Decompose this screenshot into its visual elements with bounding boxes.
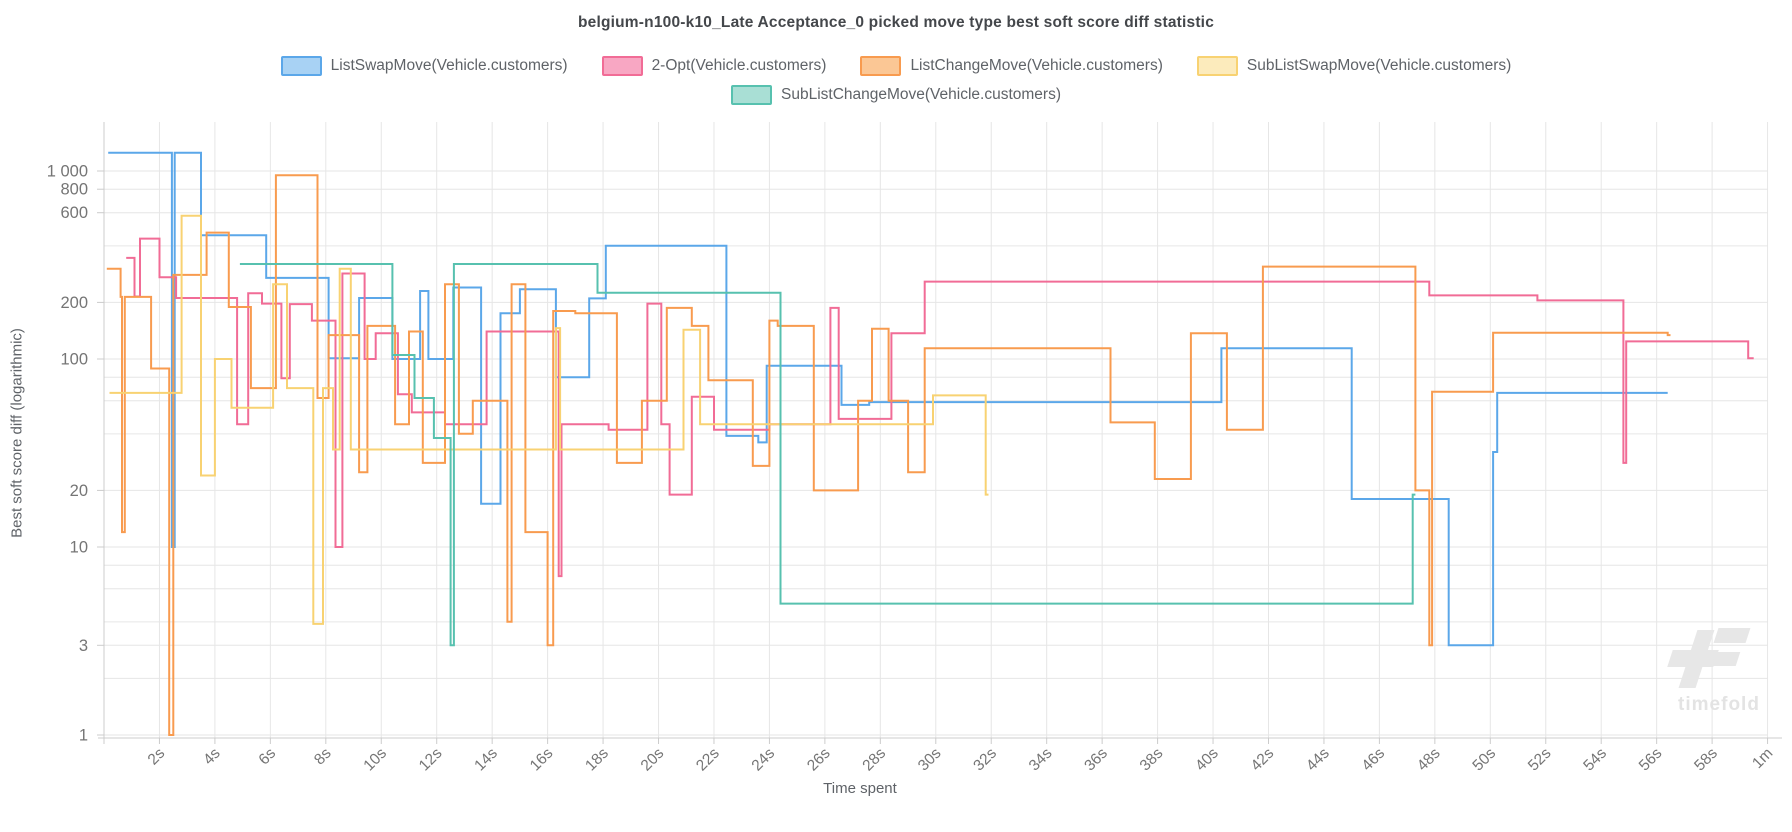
svg-text:30s: 30s (915, 745, 945, 775)
legend-swatch-icon (731, 85, 772, 105)
svg-text:3: 3 (79, 637, 88, 655)
svg-text:38s: 38s (1137, 745, 1167, 775)
svg-text:6s: 6s (256, 745, 280, 769)
legend-swatch-icon (1196, 56, 1238, 76)
svg-text:14s: 14s (471, 745, 501, 775)
legend-item-2-Opt[interactable]: 2-Opt(Vehicle.customers) (601, 56, 827, 76)
svg-text:44s: 44s (1303, 745, 1333, 775)
legend-swatch-icon (280, 56, 322, 76)
svg-text:800: 800 (60, 181, 88, 199)
svg-text:1m: 1m (1749, 745, 1776, 772)
svg-text:58s: 58s (1691, 745, 1721, 775)
legend-row-1: ListSwapMove(Vehicle.customers) 2-Opt(Veh… (280, 56, 1512, 76)
svg-text:32s: 32s (970, 745, 1000, 775)
legend-item-ListChangeMove[interactable]: ListChangeMove(Vehicle.customers) (860, 56, 1163, 76)
svg-text:56s: 56s (1636, 745, 1666, 775)
svg-text:36s: 36s (1081, 745, 1111, 775)
svg-text:16s: 16s (527, 745, 557, 775)
chart-title: belgium-n100-k10_Late Acceptance_0 picke… (577, 14, 1215, 31)
svg-text:24s: 24s (749, 745, 779, 775)
legend-label: ListSwapMove(Vehicle.customers) (330, 57, 568, 74)
svg-text:4s: 4s (200, 745, 224, 769)
svg-text:54s: 54s (1580, 745, 1610, 775)
svg-text:10: 10 (70, 539, 88, 557)
svg-text:20: 20 (70, 482, 88, 500)
legend-label: ListChangeMove(Vehicle.customers) (910, 57, 1163, 74)
svg-text:48s: 48s (1414, 745, 1444, 775)
svg-text:20s: 20s (638, 745, 668, 775)
legend-label: SubListChangeMove(Vehicle.customers) (781, 86, 1061, 103)
svg-text:50s: 50s (1469, 745, 1499, 775)
svg-text:26s: 26s (804, 745, 834, 775)
x-axis-title: Time spent (823, 780, 897, 797)
svg-text:40s: 40s (1192, 745, 1222, 775)
svg-text:600: 600 (60, 204, 88, 222)
legend-swatch-icon (860, 56, 902, 76)
svg-text:46s: 46s (1359, 745, 1389, 775)
legend-label: SubListSwapMove(Vehicle.customers) (1246, 57, 1512, 74)
legend-swatch-icon (601, 56, 643, 76)
svg-text:52s: 52s (1525, 745, 1555, 775)
legend-item-SubListSwapMove[interactable]: SubListSwapMove(Vehicle.customers) (1196, 56, 1512, 76)
svg-text:200: 200 (60, 294, 88, 312)
chart-legend: ListSwapMove(Vehicle.customers) 2-Opt(Veh… (0, 56, 1792, 105)
svg-text:18s: 18s (582, 745, 612, 775)
legend-label: 2-Opt(Vehicle.customers) (651, 57, 827, 74)
svg-text:28s: 28s (859, 745, 889, 775)
svg-text:8s: 8s (311, 745, 335, 769)
legend-row-2: SubListChangeMove(Vehicle.customers) (731, 85, 1061, 105)
svg-text:22s: 22s (693, 745, 723, 775)
svg-text:1: 1 (79, 727, 88, 745)
svg-text:42s: 42s (1248, 745, 1278, 775)
svg-text:10s: 10s (360, 745, 390, 775)
svg-text:34s: 34s (1026, 745, 1056, 775)
svg-text:100: 100 (60, 351, 88, 369)
legend-item-ListSwapMove[interactable]: ListSwapMove(Vehicle.customers) (280, 56, 568, 76)
svg-text:2s: 2s (145, 745, 169, 769)
legend-item-SubListChangeMove[interactable]: SubListChangeMove(Vehicle.customers) (731, 85, 1061, 105)
svg-text:1 000: 1 000 (47, 163, 88, 181)
svg-text:12s: 12s (416, 745, 446, 775)
